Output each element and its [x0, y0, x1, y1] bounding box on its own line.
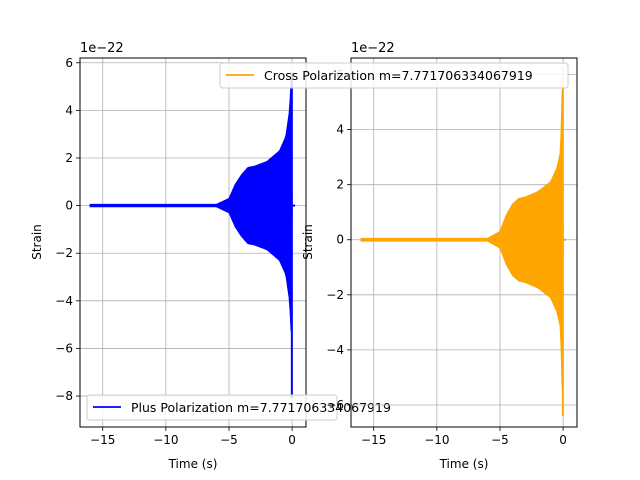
axes-frame — [79, 57, 307, 428]
x-tick-label: −5 — [220, 433, 238, 447]
y-tick-label: 2 — [65, 151, 73, 165]
y-tick-label: 4 — [336, 123, 344, 137]
x-ticks: −15 −10 −5 0 — [361, 427, 567, 447]
x-tick-label: −10 — [153, 433, 178, 447]
y-tick-label: 4 — [65, 103, 73, 117]
x-tick-label: 0 — [288, 433, 296, 447]
x-axis-label: Time (s) — [168, 457, 218, 471]
ringdown-point — [292, 204, 296, 207]
x-tick-label: −15 — [90, 433, 115, 447]
y-ticks: −8 −6 −4 −2 0 2 4 6 — [55, 56, 80, 403]
y-axis-label: Strain — [301, 224, 315, 260]
legend: Plus Polarization m=7.771706334067919 — [86, 394, 391, 421]
x-tick-label: −15 — [361, 433, 386, 447]
legend-entry-cross: Cross Polarization m=7.771706334067919 — [264, 68, 533, 83]
y-tick-label: 0 — [336, 233, 344, 247]
y-tick-label: −8 — [55, 389, 73, 403]
y-axis-label: Strain — [30, 224, 44, 260]
x-ticks: −15 −10 −5 0 — [90, 427, 296, 447]
ringdown-point — [563, 238, 567, 241]
axes-frame — [350, 57, 578, 428]
series-cross-polarization — [360, 77, 567, 416]
y-tick-label: −4 — [55, 294, 73, 308]
series-plus-polarization — [89, 72, 296, 399]
y-tick-label: −6 — [326, 398, 344, 412]
x-tick-label: 0 — [559, 433, 567, 447]
legend-entry-plus: Plus Polarization m=7.771706334067919 — [131, 400, 391, 415]
y-tick-label: −2 — [326, 288, 344, 302]
x-tick-label: −10 — [424, 433, 449, 447]
y-tick-label: −6 — [55, 341, 73, 355]
y-tick-label: −4 — [326, 343, 344, 357]
x-axis-label: Time (s) — [439, 457, 489, 471]
y-tick-label: 2 — [336, 178, 344, 192]
plus-polarization-chart: −15 −10 −5 0 −8 −6 −4 −2 0 2 4 6 1e−22 Time (s) St… — [30, 41, 391, 471]
y-tick-label: −2 — [55, 246, 73, 260]
y-tick-label: 0 — [65, 199, 73, 213]
y-offset-text: 1e−22 — [351, 41, 395, 56]
y-tick-label: 6 — [65, 56, 73, 70]
y-offset-text: 1e−22 — [80, 41, 124, 56]
x-tick-label: −5 — [491, 433, 509, 447]
legend: Cross Polarization m=7.771706334067919 — [219, 62, 569, 89]
